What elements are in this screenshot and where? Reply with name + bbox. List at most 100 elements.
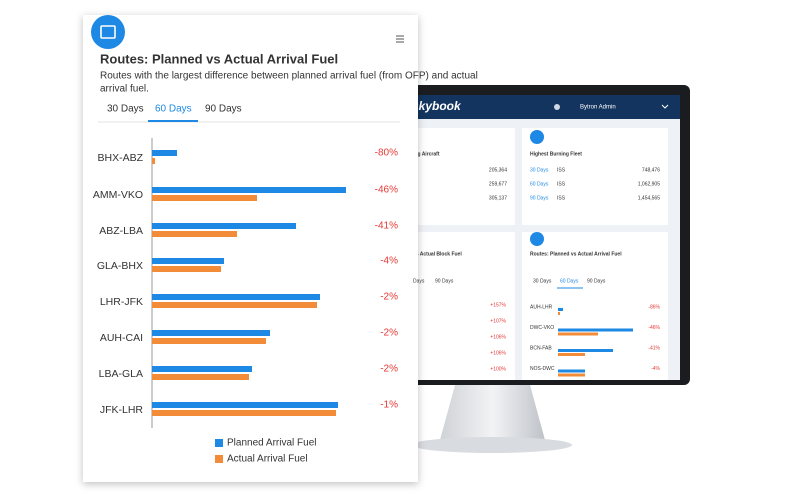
bar — [152, 223, 296, 229]
fleet-cell[interactable]: 30 Days — [530, 167, 549, 173]
icon-glyph — [100, 25, 116, 39]
block-label: +157% — [490, 302, 506, 308]
card-icon — [530, 130, 544, 144]
card-title: Highest Burning Fleet — [530, 151, 582, 157]
bar — [558, 353, 585, 356]
category-label: AUH-CAI — [100, 332, 143, 344]
bar — [152, 410, 336, 416]
difference-label: -46% — [648, 325, 660, 331]
bar — [152, 294, 320, 300]
difference-label: -2% — [380, 328, 398, 339]
aircraft-value: 205,364 — [489, 167, 507, 173]
brand: skybook — [412, 99, 462, 113]
block-card — [410, 232, 515, 380]
bar — [152, 302, 317, 308]
difference-label: -2% — [380, 292, 398, 303]
category-label: AUH-LHR — [530, 304, 553, 310]
bar — [152, 231, 237, 237]
difference-label: -80% — [375, 148, 398, 159]
fleet-cell[interactable]: 90 Days — [530, 195, 549, 201]
tab[interactable]: 90 Days — [587, 278, 606, 284]
category-label: BCN-FAB — [530, 345, 552, 351]
difference-label: -4% — [380, 256, 398, 267]
fleet-card — [522, 128, 668, 225]
category-label: AMM-VKO — [93, 189, 143, 201]
app-header — [405, 95, 680, 119]
card-title: vs Actual Block Fuel — [413, 251, 462, 257]
tab[interactable]: 30 Days — [533, 278, 552, 284]
fleet-cell: 748,476 — [642, 167, 660, 173]
bar — [152, 366, 252, 372]
card-icon — [91, 15, 125, 49]
fleet-cell: 1,454,565 — [638, 195, 660, 201]
aircraft-value: 259,677 — [489, 181, 507, 187]
chart-title: Routes: Planned vs Actual Arrival Fuel — [100, 51, 338, 66]
card-title: ing Aircraft — [413, 151, 440, 157]
subtitle: arrival fuel. — [100, 84, 149, 95]
monitor-stand — [440, 385, 545, 440]
tab[interactable]: 90 Days — [205, 104, 242, 115]
routes-card — [522, 232, 668, 380]
category-label: LHR-JFK — [100, 296, 143, 308]
difference-label: -2% — [380, 364, 398, 375]
block-label: +106% — [490, 334, 506, 340]
monitor-base — [412, 437, 572, 453]
bar — [152, 158, 155, 164]
aircraft-value: 305,137 — [489, 195, 507, 201]
monitor: skybook Bytron Admin ing Aircraft Highes… — [395, 85, 690, 453]
category-label: JFK-LHR — [100, 404, 144, 416]
bar — [152, 150, 177, 156]
bar — [558, 312, 560, 315]
menu-icon[interactable] — [396, 35, 404, 43]
bar — [152, 195, 257, 201]
bar — [558, 328, 633, 332]
category-label: DWC-VKO — [530, 325, 554, 331]
tab[interactable]: 90 Days — [435, 278, 454, 284]
bar — [152, 330, 270, 336]
bar — [558, 369, 585, 373]
legend-label: Actual Arrival Fuel — [227, 454, 308, 465]
bar — [152, 258, 224, 264]
subtitle: Routes with the largest difference betwe… — [100, 71, 478, 82]
bar — [152, 374, 249, 380]
legend-label: Planned Arrival Fuel — [227, 438, 317, 449]
bar — [152, 266, 221, 272]
difference-label: -86% — [648, 304, 660, 310]
category-label: BHX-ABZ — [97, 152, 143, 164]
bell-icon[interactable] — [554, 104, 560, 110]
user-dropdown[interactable] — [661, 104, 669, 109]
card-icon — [530, 232, 544, 246]
bar — [558, 308, 563, 311]
tab[interactable]: 60 Days — [155, 104, 192, 115]
card-title: Routes: Planned vs Actual Arrival Fuel — [530, 251, 622, 257]
user-name[interactable]: Bytron Admin — [580, 105, 616, 111]
tab[interactable]: 30 Days — [107, 104, 144, 115]
category-label: LBA-GLA — [99, 368, 143, 380]
tab[interactable]: Days — [413, 278, 425, 284]
fleet-cell[interactable]: 60 Days — [530, 181, 549, 187]
legend-swatch — [215, 455, 223, 463]
fleet-cell: 1,062,905 — [638, 181, 660, 187]
bar — [152, 338, 266, 344]
bar — [558, 373, 585, 377]
bar — [152, 187, 346, 193]
block-label: +106% — [490, 350, 506, 356]
fleet-cell: ISS — [557, 181, 566, 187]
difference-label: -41% — [375, 221, 398, 232]
difference-label: -1% — [380, 400, 398, 411]
category-label: GLA-BHX — [97, 260, 143, 272]
difference-label: -4% — [651, 366, 660, 372]
fleet-cell: ISS — [557, 195, 566, 201]
bar — [152, 402, 338, 408]
block-label: +107% — [490, 318, 506, 324]
category-label: ABZ-LBA — [99, 225, 143, 237]
fleet-cell: ISS — [557, 167, 566, 173]
aircraft-card — [410, 128, 515, 225]
bar — [558, 332, 598, 336]
legend-swatch — [215, 439, 223, 447]
difference-label: -46% — [375, 185, 398, 196]
difference-label: -41% — [648, 345, 660, 351]
category-label: NOS-DWC — [530, 366, 555, 372]
tab[interactable]: 60 Days — [560, 278, 579, 284]
